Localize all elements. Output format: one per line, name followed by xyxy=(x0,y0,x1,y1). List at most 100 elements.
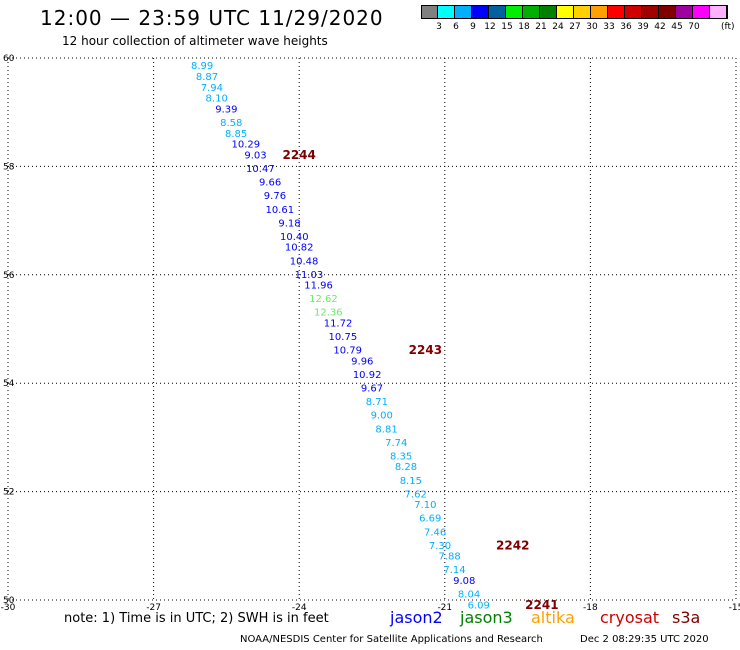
legend-swatch xyxy=(710,5,727,19)
legend-swatch xyxy=(693,5,710,19)
wave-height-label: 9.67 xyxy=(361,384,383,395)
time-mark-label: 2243 xyxy=(409,343,442,357)
wave-height-label: 9.66 xyxy=(259,178,281,189)
wave-height-label: 7.46 xyxy=(424,527,446,538)
wave-height-label: 9.96 xyxy=(351,357,373,368)
wave-height-label: 8.85 xyxy=(225,129,247,140)
wave-height-label: 7.14 xyxy=(443,565,465,576)
legend-swatch xyxy=(472,5,489,19)
wave-height-label: 8.35 xyxy=(390,451,412,462)
wave-height-label: 9.03 xyxy=(244,151,266,162)
wave-height-label: 8.87 xyxy=(196,72,218,83)
wave-height-label: 11.03 xyxy=(295,270,324,281)
legend-swatch xyxy=(523,5,540,19)
legend-swatch xyxy=(557,5,574,19)
wave-height-label: 9.39 xyxy=(215,104,237,115)
wave-height-label: 7.94 xyxy=(201,83,223,94)
legend-label: 12 xyxy=(484,22,496,32)
legend-label: 15 xyxy=(501,22,513,32)
legend-label: 45 xyxy=(671,22,683,32)
legend-label: 21 xyxy=(535,22,547,32)
wave-height-label: 11.72 xyxy=(324,319,353,330)
legend-label: 24 xyxy=(552,22,564,32)
wave-height-label: 7.74 xyxy=(385,438,407,449)
satellite-altika: altika xyxy=(531,608,575,627)
wave-height-label: 10.47 xyxy=(246,164,275,175)
legend-label: 42 xyxy=(654,22,666,32)
generation-timestamp: Dec 2 08:29:35 UTC 2020 xyxy=(580,634,709,645)
wave-height-label: 8.04 xyxy=(458,590,480,601)
legend-label: 39 xyxy=(637,22,649,32)
x-tick-label: -18 xyxy=(583,603,598,613)
legend-swatch xyxy=(642,5,659,19)
legend-swatch xyxy=(625,5,642,19)
legend-swatch xyxy=(489,5,506,19)
footer-note: note: 1) Time is in UTC; 2) SWH is in fe… xyxy=(64,611,329,626)
wave-height-label: 7.88 xyxy=(439,552,461,563)
time-mark-label: 2242 xyxy=(496,538,529,552)
wave-height-label: 9.08 xyxy=(453,576,475,587)
wave-height-label: 7.10 xyxy=(414,500,436,511)
satellite-jason2: jason2 xyxy=(390,608,443,627)
legend-swatch xyxy=(438,5,455,19)
legend-label: 33 xyxy=(603,22,615,32)
wave-height-label: 9.18 xyxy=(278,218,300,229)
legend-unit: (ft) xyxy=(721,22,735,32)
wave-height-label: 10.79 xyxy=(333,346,362,357)
legend-swatch xyxy=(540,5,557,19)
x-tick-label: -27 xyxy=(146,603,161,613)
legend-label: 6 xyxy=(453,22,459,32)
legend-swatch xyxy=(676,5,693,19)
wave-height-label: 7.62 xyxy=(405,489,427,500)
wave-height-label: 8.28 xyxy=(395,462,417,473)
wave-height-label: 9.00 xyxy=(371,411,393,422)
chart-subtitle: 12 hour collection of altimeter wave hei… xyxy=(62,34,328,48)
x-tick-label: -21 xyxy=(437,603,452,613)
y-tick-label: 50 xyxy=(3,596,15,606)
legend-label: 3 xyxy=(436,22,442,32)
legend-label: 36 xyxy=(620,22,632,32)
wave-height-label: 8.71 xyxy=(366,397,388,408)
wave-height-label: 8.99 xyxy=(191,61,213,72)
x-tick-label: -24 xyxy=(292,603,307,613)
wave-height-label: 10.92 xyxy=(353,370,382,381)
legend-swatch xyxy=(659,5,676,19)
wave-height-label: 12.36 xyxy=(314,308,343,319)
wave-height-label: 6.09 xyxy=(468,600,490,611)
wave-height-label: 10.29 xyxy=(231,140,260,151)
wave-height-label: 8.58 xyxy=(220,118,242,129)
credit-line: NOAA/NESDIS Center for Satellite Applica… xyxy=(240,634,543,645)
legend-label: 18 xyxy=(518,22,530,32)
y-tick-label: 52 xyxy=(3,488,14,498)
legend-swatch xyxy=(455,5,472,19)
wave-height-label: 11.96 xyxy=(304,281,333,292)
legend-label: 70 xyxy=(688,22,700,32)
wave-height-label: 6.69 xyxy=(419,514,441,525)
legend-swatch xyxy=(506,5,523,19)
wave-height-label: 10.61 xyxy=(265,205,294,216)
legend-frame xyxy=(421,5,728,19)
wave-height-label: 8.10 xyxy=(206,94,228,105)
satellite-jason3: jason3 xyxy=(460,608,513,627)
x-tick-label: -30 xyxy=(1,603,16,613)
wave-height-label: 10.75 xyxy=(329,332,358,343)
time-mark-label: 2244 xyxy=(282,148,315,162)
legend-swatch xyxy=(421,5,438,19)
x-tick-label: -15 xyxy=(729,603,740,613)
wave-height-label: 12.62 xyxy=(309,294,338,305)
y-tick-label: 56 xyxy=(3,271,15,281)
wave-height-label: 8.15 xyxy=(400,476,422,487)
y-tick-label: 60 xyxy=(3,54,15,64)
legend-swatch xyxy=(608,5,625,19)
wave-height-label: 8.81 xyxy=(375,424,397,435)
legend-swatch xyxy=(591,5,608,19)
y-tick-label: 58 xyxy=(3,162,15,172)
satellite-s3a: s3a xyxy=(672,608,701,627)
time-mark-label: 2241 xyxy=(525,598,558,612)
chart-title: 12:00 — 23:59 UTC 11/29/2020 xyxy=(40,6,384,30)
y-tick-label: 54 xyxy=(3,379,15,389)
legend-label: 9 xyxy=(470,22,476,32)
legend-label: 27 xyxy=(569,22,581,32)
wave-height-label: 10.48 xyxy=(290,256,319,267)
